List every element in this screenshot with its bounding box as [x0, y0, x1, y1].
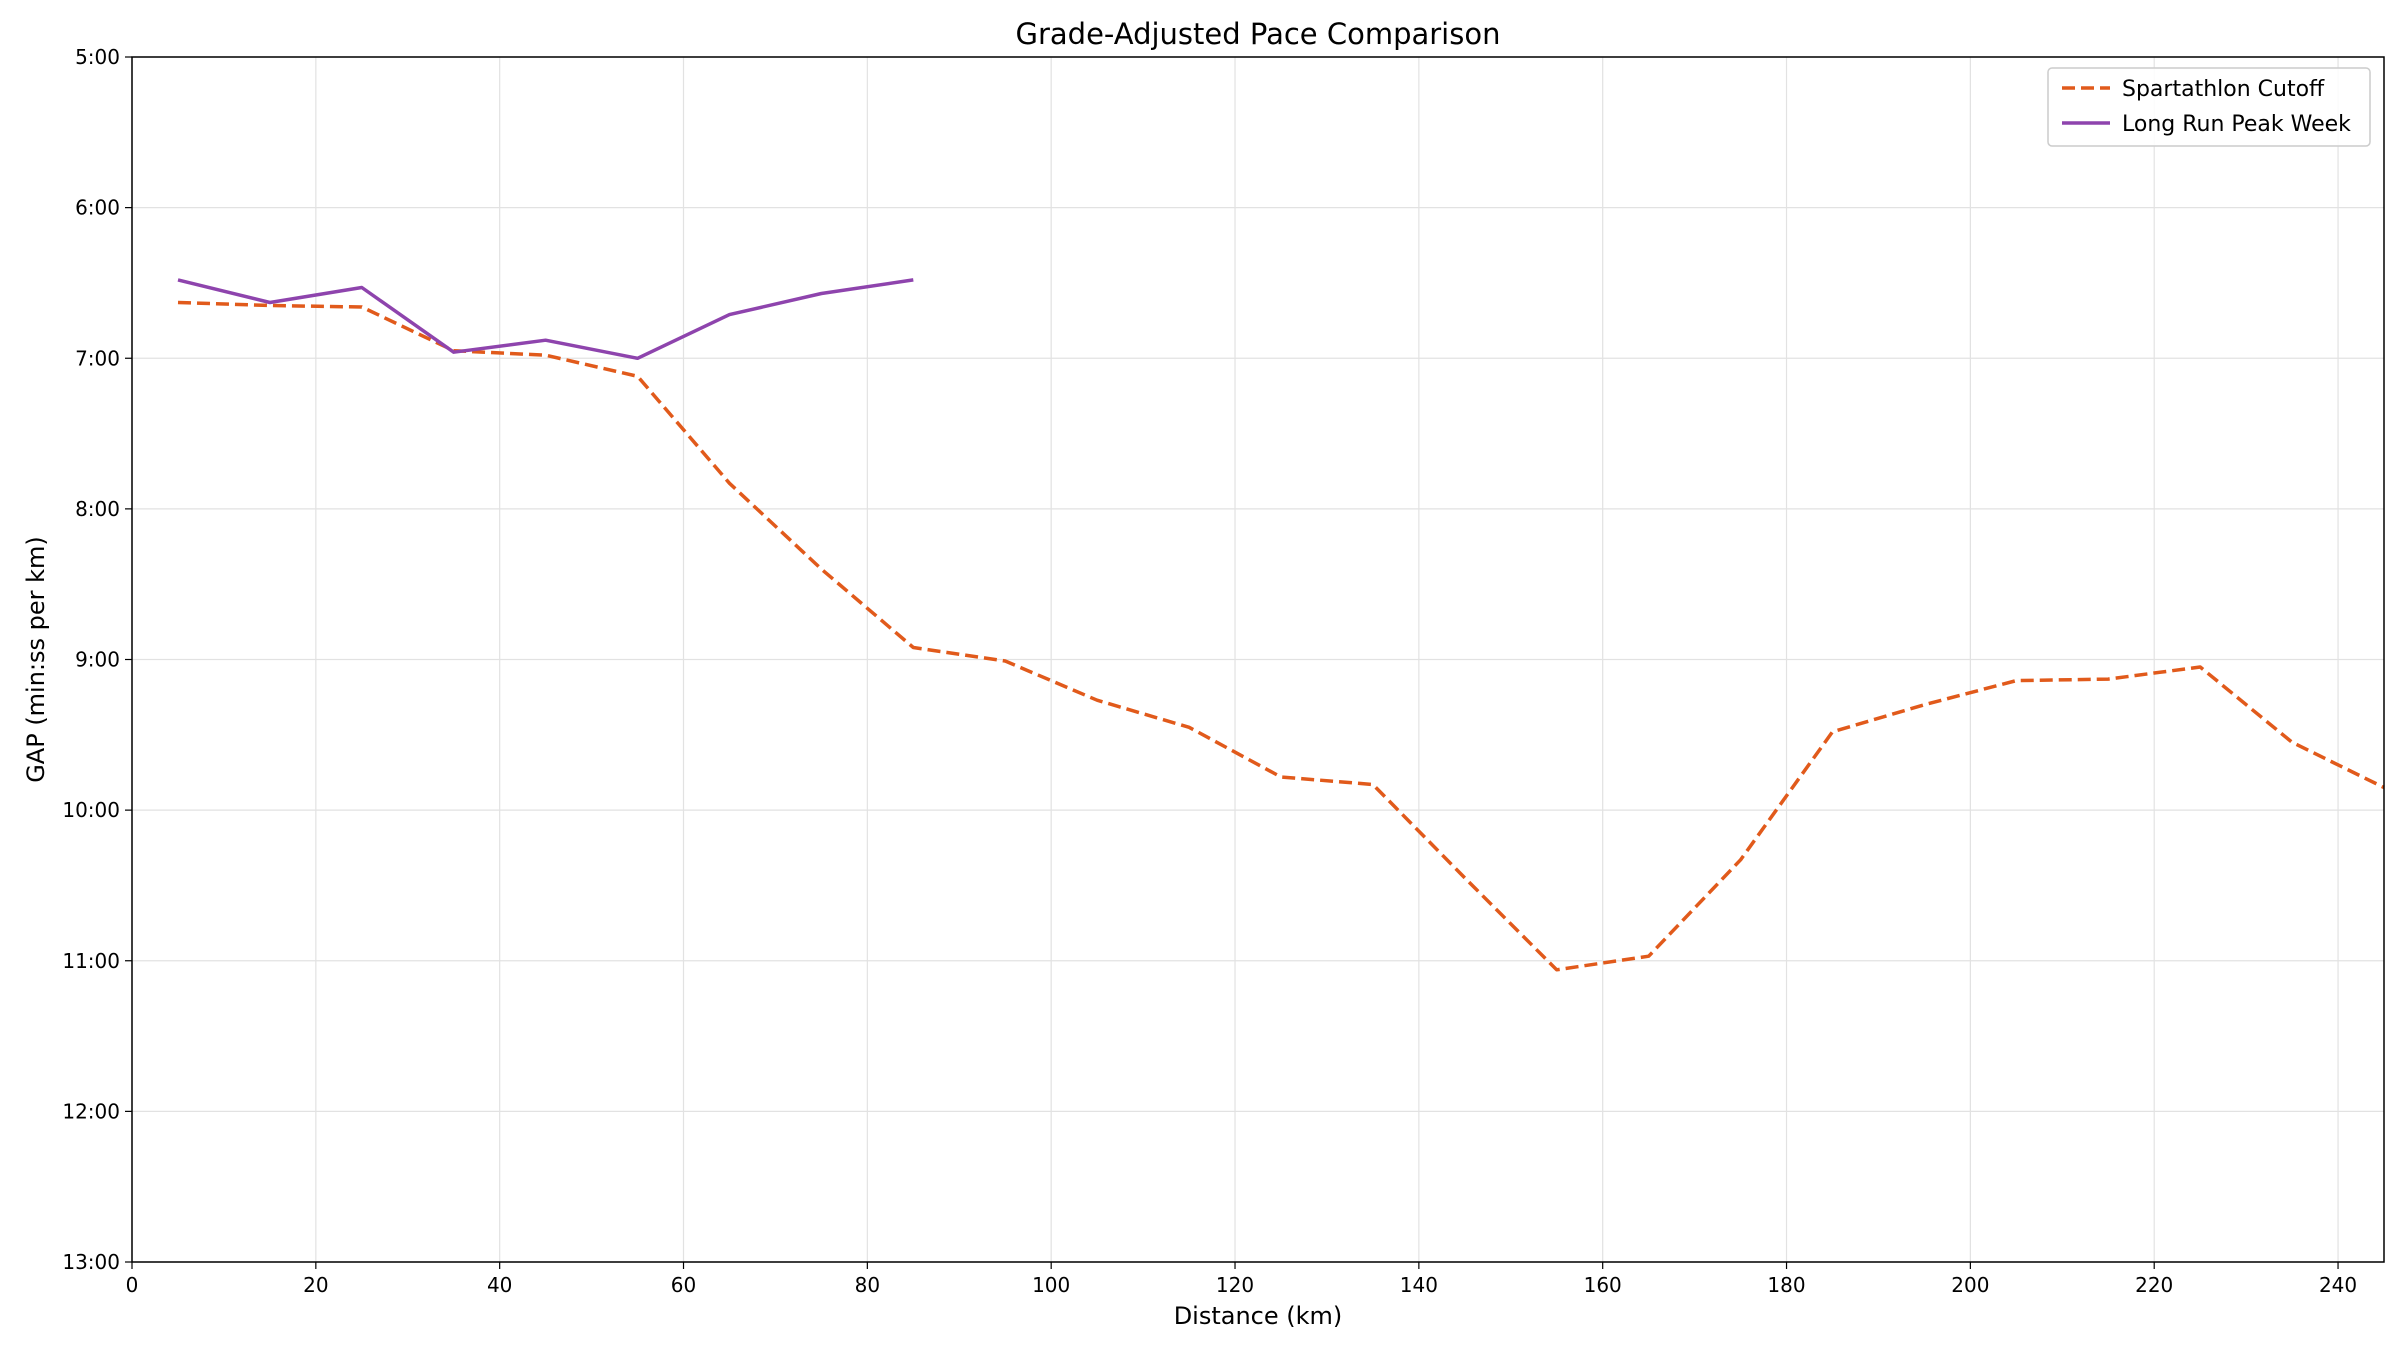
- legend-label-1: Long Run Peak Week: [2122, 112, 2351, 137]
- x-tick-label: 60: [671, 1273, 696, 1297]
- x-tick-label: 40: [487, 1273, 512, 1297]
- y-axis-label: GAP (min:ss per km): [22, 536, 50, 783]
- y-tick-label: 10:00: [62, 798, 120, 822]
- y-tick-label: 7:00: [75, 346, 120, 370]
- y-tick-label: 8:00: [75, 497, 120, 521]
- axis-ticks: 0 20 40 60 80 100 120 140 160 180 200 220 240 5:00 6:0…: [62, 45, 2357, 1297]
- x-tick-label: 220: [2135, 1273, 2173, 1297]
- x-tick-label: 100: [1032, 1273, 1070, 1297]
- y-tick-label: 13:00: [62, 1250, 120, 1274]
- x-tick-label: 80: [855, 1273, 880, 1297]
- x-tick-label: 20: [303, 1273, 328, 1297]
- series-lines: [177, 278, 2385, 972]
- x-tick-label: 200: [1951, 1273, 1989, 1297]
- x-tick-label: 0: [126, 1273, 139, 1297]
- y-tick-label: 9:00: [75, 648, 120, 672]
- y-tick-label: 5:00: [75, 45, 120, 69]
- grid-lines: [131, 56, 2384, 1263]
- legend-label-0: Spartathlon Cutoff: [2122, 77, 2325, 102]
- x-axis-label: Distance (km): [1174, 1302, 1343, 1330]
- x-tick-label: 240: [2319, 1273, 2357, 1297]
- chart-title: Grade-Adjusted Pace Comparison: [1016, 17, 1501, 51]
- x-tick-label: 120: [1216, 1273, 1254, 1297]
- legend: Spartathlon Cutoff Long Run Peak Week: [2047, 67, 2371, 147]
- x-tick-label: 160: [1584, 1273, 1622, 1297]
- series-line-0: [177, 300, 2385, 972]
- y-tick-label: 11:00: [62, 949, 120, 973]
- y-tick-label: 6:00: [75, 196, 120, 220]
- legend-box: [2047, 67, 2371, 147]
- series-line-1: [177, 278, 914, 361]
- x-tick-label: 180: [1767, 1273, 1805, 1297]
- x-tick-label: 140: [1400, 1273, 1438, 1297]
- y-tick-label: 12:00: [62, 1099, 120, 1123]
